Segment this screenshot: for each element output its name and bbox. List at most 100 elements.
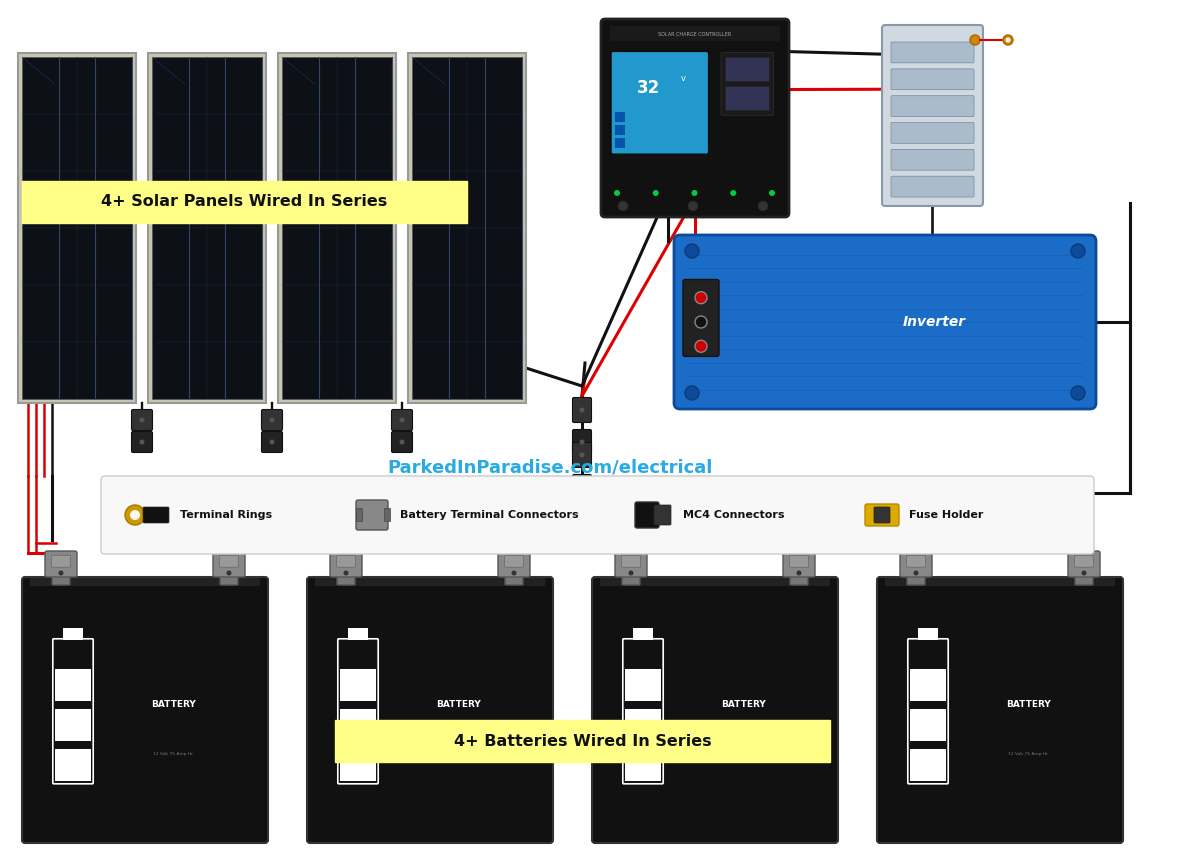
- FancyBboxPatch shape: [601, 19, 790, 217]
- FancyBboxPatch shape: [890, 69, 974, 90]
- FancyBboxPatch shape: [882, 25, 983, 206]
- Circle shape: [139, 418, 144, 422]
- FancyBboxPatch shape: [634, 628, 653, 640]
- FancyBboxPatch shape: [46, 551, 77, 577]
- FancyBboxPatch shape: [220, 555, 239, 567]
- FancyBboxPatch shape: [505, 555, 523, 567]
- FancyBboxPatch shape: [600, 578, 830, 586]
- Text: Inverter: Inverter: [902, 315, 966, 329]
- Circle shape: [695, 341, 707, 353]
- FancyBboxPatch shape: [911, 710, 946, 740]
- FancyBboxPatch shape: [336, 555, 355, 567]
- Circle shape: [758, 201, 768, 211]
- Circle shape: [653, 190, 659, 196]
- Circle shape: [400, 418, 404, 422]
- FancyBboxPatch shape: [790, 569, 808, 585]
- Circle shape: [695, 316, 707, 328]
- Text: BATTERY: BATTERY: [721, 700, 766, 710]
- Text: 12 Volt 75 Amp Hr.: 12 Volt 75 Amp Hr.: [154, 752, 194, 756]
- Text: 12 Volt 75 Amp Hr.: 12 Volt 75 Amp Hr.: [438, 752, 479, 756]
- FancyBboxPatch shape: [907, 569, 925, 585]
- FancyBboxPatch shape: [877, 577, 1123, 843]
- FancyBboxPatch shape: [572, 474, 592, 499]
- FancyBboxPatch shape: [907, 555, 925, 567]
- Text: 32: 32: [637, 79, 660, 97]
- FancyBboxPatch shape: [391, 432, 413, 452]
- FancyBboxPatch shape: [622, 555, 641, 567]
- FancyBboxPatch shape: [790, 555, 809, 567]
- Text: SOLAR CHARGE CONTROLLER: SOLAR CHARGE CONTROLLER: [659, 32, 732, 37]
- Circle shape: [797, 571, 802, 576]
- Circle shape: [688, 201, 698, 211]
- Circle shape: [59, 571, 64, 576]
- FancyBboxPatch shape: [865, 504, 899, 526]
- FancyBboxPatch shape: [572, 430, 592, 455]
- FancyBboxPatch shape: [55, 749, 91, 781]
- FancyBboxPatch shape: [505, 569, 523, 585]
- Circle shape: [970, 35, 980, 45]
- FancyBboxPatch shape: [784, 551, 815, 577]
- Text: MC4 Connectors: MC4 Connectors: [683, 510, 785, 520]
- Circle shape: [270, 418, 275, 422]
- Circle shape: [913, 571, 918, 576]
- FancyBboxPatch shape: [18, 53, 136, 403]
- FancyBboxPatch shape: [592, 577, 838, 843]
- FancyBboxPatch shape: [330, 551, 362, 577]
- Circle shape: [685, 244, 698, 258]
- FancyBboxPatch shape: [356, 509, 362, 522]
- FancyBboxPatch shape: [132, 409, 152, 431]
- FancyBboxPatch shape: [391, 409, 413, 431]
- FancyBboxPatch shape: [384, 509, 390, 522]
- Circle shape: [270, 439, 275, 444]
- FancyBboxPatch shape: [911, 669, 946, 701]
- Circle shape: [695, 292, 707, 304]
- FancyBboxPatch shape: [625, 710, 661, 740]
- FancyBboxPatch shape: [55, 710, 91, 740]
- Text: Battery Terminal Connectors: Battery Terminal Connectors: [400, 510, 578, 520]
- FancyBboxPatch shape: [890, 42, 974, 63]
- Text: BATTERY: BATTERY: [1007, 700, 1051, 710]
- Circle shape: [629, 571, 634, 576]
- FancyBboxPatch shape: [314, 578, 545, 586]
- FancyBboxPatch shape: [874, 507, 890, 523]
- FancyBboxPatch shape: [101, 476, 1094, 554]
- FancyBboxPatch shape: [498, 551, 530, 577]
- FancyBboxPatch shape: [1075, 555, 1093, 567]
- FancyBboxPatch shape: [1075, 569, 1093, 585]
- Circle shape: [1006, 38, 1010, 43]
- FancyBboxPatch shape: [55, 669, 91, 701]
- Circle shape: [343, 571, 348, 576]
- FancyBboxPatch shape: [214, 551, 245, 577]
- FancyBboxPatch shape: [282, 57, 392, 399]
- FancyBboxPatch shape: [262, 432, 282, 452]
- FancyBboxPatch shape: [890, 123, 974, 143]
- FancyBboxPatch shape: [622, 569, 640, 585]
- FancyBboxPatch shape: [572, 397, 592, 422]
- Circle shape: [511, 571, 516, 576]
- FancyBboxPatch shape: [624, 559, 637, 571]
- FancyBboxPatch shape: [307, 577, 553, 843]
- FancyBboxPatch shape: [1078, 559, 1091, 571]
- Circle shape: [691, 190, 697, 196]
- FancyBboxPatch shape: [683, 280, 719, 356]
- FancyBboxPatch shape: [910, 559, 923, 571]
- Text: v: v: [680, 74, 685, 82]
- FancyBboxPatch shape: [918, 628, 937, 640]
- Circle shape: [685, 386, 698, 400]
- FancyBboxPatch shape: [148, 53, 266, 403]
- Circle shape: [580, 439, 584, 444]
- FancyBboxPatch shape: [348, 628, 367, 640]
- FancyBboxPatch shape: [625, 749, 661, 781]
- FancyBboxPatch shape: [616, 138, 625, 148]
- Circle shape: [1072, 386, 1085, 400]
- FancyBboxPatch shape: [341, 749, 376, 781]
- FancyBboxPatch shape: [616, 125, 625, 136]
- FancyBboxPatch shape: [572, 443, 592, 468]
- FancyBboxPatch shape: [890, 149, 974, 170]
- FancyBboxPatch shape: [1068, 551, 1100, 577]
- Circle shape: [769, 190, 775, 196]
- FancyBboxPatch shape: [356, 500, 388, 530]
- FancyBboxPatch shape: [152, 57, 262, 399]
- Circle shape: [614, 190, 620, 196]
- FancyBboxPatch shape: [132, 432, 152, 452]
